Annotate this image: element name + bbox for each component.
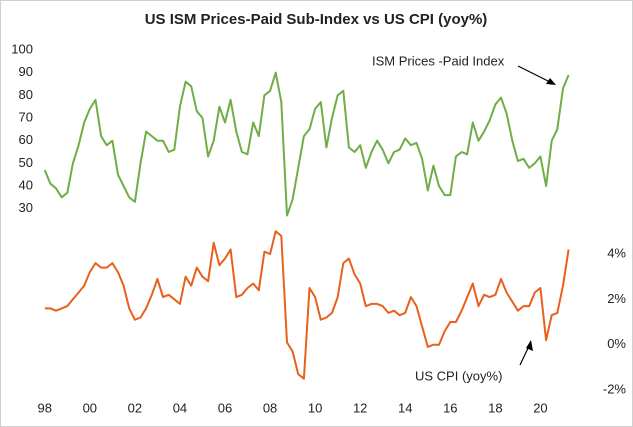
y-tick-label: 80 [19,87,33,102]
y-tick-label: 70 [19,109,33,124]
y2-tick-label: 2% [607,291,626,306]
x-tick-label: 08 [263,400,277,415]
y-tick-label: 100 [11,41,33,56]
y2-tick-label: 4% [607,245,626,260]
y-tick-label: 40 [19,177,33,192]
x-tick-label: 16 [443,400,457,415]
arrow-head [546,78,556,85]
x-tick-label: 98 [38,400,52,415]
y-tick-label: 90 [19,64,33,79]
x-tick-label: 20 [533,400,547,415]
y-tick-label: 30 [19,200,33,215]
x-tick-label: 06 [218,400,232,415]
annotation: US CPI (yoy%) [415,368,502,383]
y2-tick-label: 0% [607,336,626,351]
x-tick-label: 02 [128,400,142,415]
x-tick-label: 14 [398,400,412,415]
x-tick-label: 12 [353,400,367,415]
x-tick-label: 04 [173,400,187,415]
chart-title: US ISM Prices-Paid Sub-Index vs US CPI (… [145,11,488,28]
x-tick-label: 00 [83,400,97,415]
annotation-arrow [517,65,553,84]
series-line [44,230,570,380]
annotation: ISM Prices -Paid Index [372,53,505,68]
y-tick-label: 60 [19,132,33,147]
y2-tick-label: -2% [603,381,627,396]
y-tick-label: 50 [19,155,33,170]
series-line [43,71,570,217]
x-tick-label: 10 [308,400,322,415]
arrow-head [526,340,533,351]
x-tick-label: 18 [488,400,502,415]
